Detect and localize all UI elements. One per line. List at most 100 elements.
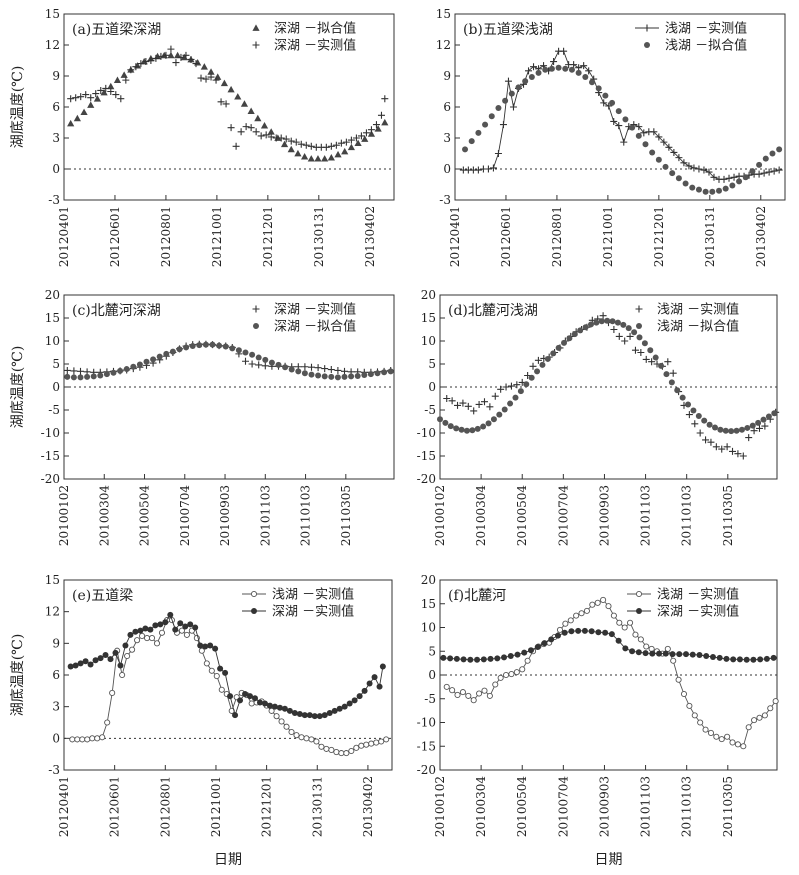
data-point xyxy=(696,429,704,437)
data-point xyxy=(739,452,747,460)
data-point xyxy=(117,662,124,669)
y-tick-label: -15 xyxy=(417,449,436,463)
data-point xyxy=(763,655,770,662)
x-tick-label: 20120401 xyxy=(57,206,71,267)
data-point xyxy=(454,401,462,409)
data-point xyxy=(307,142,315,150)
data-point xyxy=(562,620,569,627)
series-line xyxy=(70,613,384,717)
data-point xyxy=(218,686,225,693)
data-point xyxy=(361,372,368,379)
y-tick-label: -15 xyxy=(417,739,436,753)
data-point xyxy=(376,683,383,690)
legend-label: 浅湖 －实测值 xyxy=(657,587,739,603)
data-point xyxy=(213,673,220,680)
data-point xyxy=(734,450,742,458)
data-point xyxy=(152,54,160,62)
data-point xyxy=(361,687,368,694)
data-point xyxy=(202,75,210,83)
data-point xyxy=(84,373,91,380)
data-point xyxy=(167,611,174,618)
data-point xyxy=(148,635,156,642)
data-point xyxy=(377,111,385,119)
x-tick-label: 20110103 xyxy=(299,485,313,546)
data-point xyxy=(507,400,514,407)
data-point xyxy=(560,47,568,55)
data-point xyxy=(685,401,692,408)
data-point xyxy=(453,425,460,432)
data-point xyxy=(725,174,733,182)
data-point xyxy=(336,705,343,712)
data-point xyxy=(102,84,110,92)
data-point xyxy=(127,631,134,638)
data-point xyxy=(142,58,150,66)
data-point xyxy=(288,366,295,373)
y-tick-label: -3 xyxy=(439,193,451,207)
y-tick-label: 9 xyxy=(52,636,60,650)
x-axis-label: 日期 xyxy=(595,852,623,868)
data-point xyxy=(600,596,607,604)
data-point xyxy=(107,656,114,663)
data-point xyxy=(192,624,199,631)
y-tick-label: 10 xyxy=(421,334,436,348)
data-point xyxy=(683,651,690,658)
data-point xyxy=(120,71,128,78)
data-point xyxy=(189,343,196,350)
data-point xyxy=(482,121,489,128)
data-point xyxy=(222,343,229,350)
data-point xyxy=(153,640,161,647)
data-point xyxy=(368,740,375,747)
data-point xyxy=(765,168,773,176)
y-tick-label: -10 xyxy=(41,426,60,440)
x-tick-label: 20100704 xyxy=(178,485,192,546)
data-point xyxy=(176,346,183,353)
data-point xyxy=(362,129,370,137)
data-point xyxy=(515,84,522,91)
data-point xyxy=(464,402,472,410)
data-point xyxy=(632,631,639,638)
panel-b: -3 0 3 6 9 12 15 20120401 20120601 20120801 201210… xyxy=(436,7,786,267)
data-point xyxy=(298,734,305,741)
series-1 xyxy=(443,596,779,750)
panel-d: -20 -15 -10 -5 0 5 10 15 20 20100102 20100304 20100… xyxy=(417,288,780,546)
data-point xyxy=(567,617,574,624)
data-point xyxy=(136,361,143,368)
data-point xyxy=(470,407,478,415)
data-point xyxy=(776,146,783,153)
data-point xyxy=(738,426,745,433)
data-point xyxy=(288,728,295,736)
x-tick-label: 20110305 xyxy=(721,776,735,837)
x-tick-label: 20121201 xyxy=(652,206,666,267)
data-point xyxy=(354,139,362,147)
data-point xyxy=(374,370,381,377)
data-point xyxy=(248,700,255,707)
data-point xyxy=(750,656,757,663)
data-point xyxy=(760,169,768,177)
legend-marker xyxy=(251,608,257,614)
data-point xyxy=(504,77,512,85)
data-point xyxy=(143,635,151,642)
data-point xyxy=(235,347,242,354)
y-tick-label: 12 xyxy=(45,605,60,619)
data-point xyxy=(347,143,355,151)
x-tick-label: 20130131 xyxy=(703,206,717,267)
data-point xyxy=(690,407,697,414)
data-point xyxy=(587,321,594,328)
data-point xyxy=(107,82,115,90)
data-point xyxy=(334,150,342,158)
data-point xyxy=(625,325,632,332)
x-tick-label: 20130131 xyxy=(310,776,324,837)
data-point xyxy=(713,733,720,740)
data-point xyxy=(308,363,315,371)
legend-marker xyxy=(253,323,259,329)
data-point xyxy=(508,90,515,97)
data-point xyxy=(255,361,263,369)
x-tick-label: 20110103 xyxy=(680,776,694,837)
data-point xyxy=(84,736,91,743)
y-tick-label: 15 xyxy=(45,311,60,325)
data-point xyxy=(689,651,696,658)
data-point xyxy=(629,648,636,655)
y-tick-label: -5 xyxy=(424,692,436,706)
data-point xyxy=(686,702,693,709)
